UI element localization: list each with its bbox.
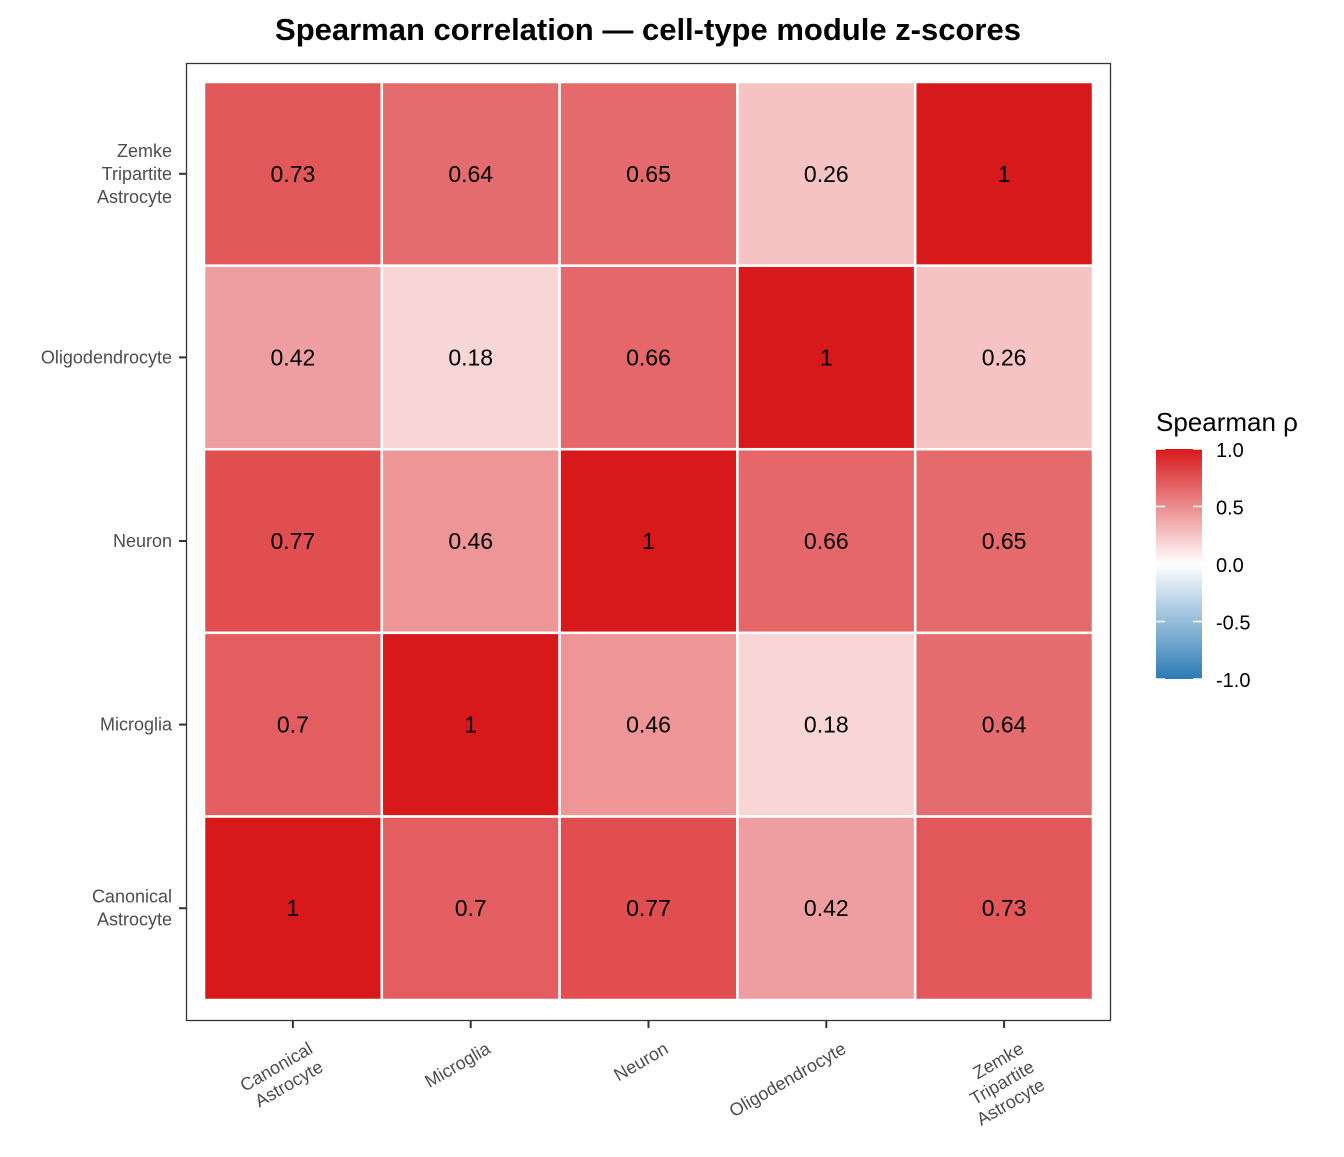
chart-title: Spearman correlation — cell-type module … xyxy=(275,12,1021,47)
heatmap-tile xyxy=(558,264,739,451)
cell-value-label: 1 xyxy=(642,528,655,554)
cell-value-label: 0.26 xyxy=(982,344,1027,370)
legend-title: Spearman ρ xyxy=(1156,407,1298,437)
heatmap-tile xyxy=(202,80,384,267)
cell-value-label: 0.46 xyxy=(626,712,671,738)
heatmap-tile xyxy=(736,815,917,1002)
heatmap-tile xyxy=(913,815,1095,1002)
cell-value-label: 0.64 xyxy=(982,712,1027,738)
legend-tick-label: 1.0 xyxy=(1216,440,1244,462)
cell-value-label: 0.7 xyxy=(277,712,309,738)
y-tick-label: Canonical Astrocyte xyxy=(92,887,172,930)
y-tick-label: Zemke Tripartite Astrocyte xyxy=(97,141,172,207)
heatmap-tile xyxy=(736,264,917,451)
heatmap-tile xyxy=(913,631,1095,818)
cell-value-label: 0.46 xyxy=(448,528,493,554)
cell-value-label: 1 xyxy=(820,344,833,370)
cell-value-label: 0.77 xyxy=(626,895,671,921)
y-tick-label: Microglia xyxy=(100,715,173,735)
y-tick-label: Neuron xyxy=(113,531,172,551)
heatmap-tile xyxy=(202,631,384,818)
cell-value-label: 0.77 xyxy=(271,528,316,554)
legend-tick-label: -0.5 xyxy=(1216,613,1250,635)
legend-tick-label: 0.5 xyxy=(1216,498,1244,520)
heatmap-tile xyxy=(736,631,917,818)
cell-value-label: 0.65 xyxy=(626,161,671,187)
cell-value-label: 1 xyxy=(464,712,477,738)
cell-value-label: 1 xyxy=(998,161,1011,187)
heatmap-tile xyxy=(380,264,561,451)
heatmap-tile xyxy=(202,264,384,451)
cell-value-label: 0.73 xyxy=(982,895,1027,921)
heatmap-tile xyxy=(380,631,561,818)
x-tick-label: Neuron xyxy=(610,1038,671,1085)
cell-value-label: 0.64 xyxy=(448,161,493,187)
y-tick-label: Oligodendrocyte xyxy=(41,347,172,367)
cell-value-label: 0.18 xyxy=(448,344,493,370)
legend: Spearman ρ 1.0 0.5 0.0 -0.5 -1.0 xyxy=(1156,407,1298,692)
cell-value-label: 0.42 xyxy=(271,344,316,370)
x-tick-label: CanonicalAstrocyte xyxy=(237,1038,327,1114)
heatmap-tile xyxy=(202,447,384,635)
x-axis: CanonicalAstrocyte Microglia Neuron Oligode… xyxy=(237,1021,1048,1129)
tiles-layer xyxy=(202,80,1095,1002)
heatmap-tile xyxy=(558,631,739,818)
x-tick-label: Microglia xyxy=(421,1038,494,1092)
x-tick-label: ZemkeTripartiteAstrocyte xyxy=(952,1038,1048,1129)
heatmap-tile xyxy=(380,80,561,267)
heatmap-tile xyxy=(736,80,917,267)
x-tick-label: Oligodendrocyte xyxy=(726,1038,850,1121)
legend-tick-label: 0.0 xyxy=(1216,555,1244,577)
cell-value-label: 0.65 xyxy=(982,528,1027,554)
heatmap-tile xyxy=(202,815,384,1002)
y-axis: Canonical Astrocyte Microglia Neuron Oligode… xyxy=(41,141,186,930)
heatmap-tile xyxy=(558,815,739,1002)
cell-value-label: 0.66 xyxy=(804,528,849,554)
legend-tick-label: -1.0 xyxy=(1216,670,1250,692)
cell-value-label: 0.42 xyxy=(804,895,849,921)
heatmap-tile xyxy=(380,447,561,635)
cell-value-label: 0.18 xyxy=(804,712,849,738)
cell-value-label: 0.66 xyxy=(626,344,671,370)
heatmap-tile xyxy=(913,264,1095,451)
cell-value-label: 0.7 xyxy=(455,895,487,921)
heatmap-tile xyxy=(913,80,1095,267)
cell-value-label: 0.73 xyxy=(271,161,316,187)
cell-value-label: 1 xyxy=(287,895,300,921)
cell-labels-layer: 1 0.7 0.77 0.42 0.73 0.7 1 0.46 0.18 0.64 0.77 0.46… xyxy=(271,161,1027,921)
heatmap-tile xyxy=(913,447,1095,635)
cell-value-label: 0.26 xyxy=(804,161,849,187)
